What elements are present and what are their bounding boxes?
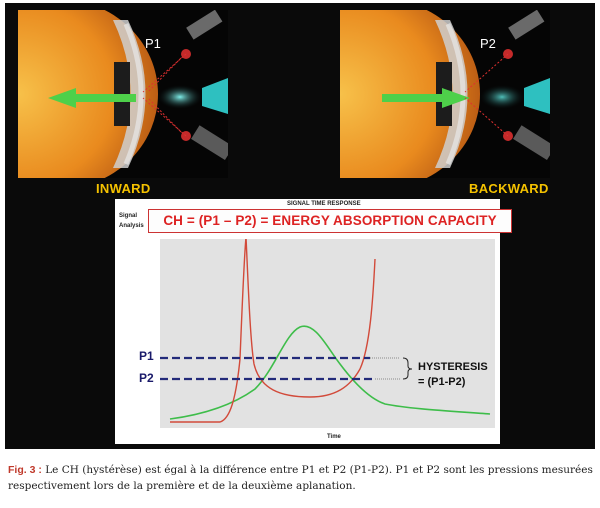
hysteresis-label: HYSTERESIS [418, 361, 488, 373]
air-nozzle-icon [524, 78, 550, 114]
p1-level-label: P1 [139, 349, 154, 363]
hysteresis-brace [402, 357, 413, 380]
arrow-inward-icon [48, 88, 136, 108]
light-beams [142, 53, 187, 137]
backward-label: BACKWARD [469, 181, 549, 196]
p2-level-label: P2 [139, 371, 154, 385]
plot-area [160, 236, 495, 428]
y-axis-label-line1: Signal [119, 213, 138, 219]
figure: P1 [0, 0, 595, 449]
air-puff [158, 85, 202, 109]
plot-svg [160, 236, 491, 423]
pressure-curve [169, 325, 491, 420]
x-axis-label: Time [327, 434, 341, 440]
inward-label: INWARD [96, 181, 151, 196]
signal-chart: SIGNAL TIME RESPONSE Signal Analysis CH … [115, 199, 512, 444]
p1-label: P1 [145, 36, 161, 51]
figure-number: Fig. 3 : [8, 464, 42, 476]
light-beams [464, 53, 509, 137]
eye-illustration-inward [0, 0, 234, 189]
chart-title: SIGNAL TIME RESPONSE [287, 201, 361, 207]
eye-panel-inward: P1 [0, 0, 234, 189]
applanation-signal-curve [170, 236, 376, 423]
figure-caption: Fig. 3 : Le CH (hystérèse) est égal à la… [8, 462, 596, 494]
eye-illustration-backward [280, 0, 556, 189]
arrow-backward-icon [382, 88, 470, 108]
eye-panel-backward: P2 [280, 0, 556, 189]
p2-label: P2 [480, 36, 496, 51]
caption-text: Le CH (hystérèse) est égal à la différen… [8, 464, 593, 492]
y-axis-label-line2: Analysis [119, 223, 144, 229]
formula-box: CH = (P1 – P2) = ENERGY ABSORPTION CAPAC… [148, 209, 512, 233]
air-puff [480, 85, 524, 109]
hysteresis-formula: = (P1-P2) [418, 376, 466, 388]
air-nozzle-icon [202, 78, 228, 114]
